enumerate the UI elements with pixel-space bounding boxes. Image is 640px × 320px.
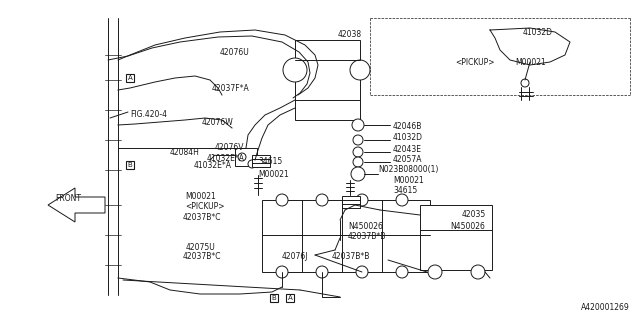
Text: 42037B*B: 42037B*B xyxy=(348,232,387,241)
Bar xyxy=(235,148,257,166)
Text: 42076J: 42076J xyxy=(282,252,308,261)
Text: 34615: 34615 xyxy=(258,157,282,166)
Circle shape xyxy=(276,266,288,278)
Bar xyxy=(342,196,360,208)
Circle shape xyxy=(238,153,246,161)
Text: 42076U: 42076U xyxy=(220,48,250,57)
Text: 42035: 42035 xyxy=(462,210,486,219)
Text: A: A xyxy=(287,295,292,301)
Text: 41032E*A: 41032E*A xyxy=(194,161,232,170)
Bar xyxy=(252,155,270,167)
Text: 42038: 42038 xyxy=(338,30,362,39)
Circle shape xyxy=(353,135,363,145)
Text: 41032D: 41032D xyxy=(523,28,553,37)
Bar xyxy=(262,200,430,272)
Text: 42043E: 42043E xyxy=(393,145,422,154)
Text: 34615: 34615 xyxy=(393,186,417,195)
Text: 42057A: 42057A xyxy=(393,155,422,164)
Circle shape xyxy=(353,147,363,157)
Circle shape xyxy=(283,58,307,82)
Text: N450026: N450026 xyxy=(348,222,383,231)
Text: 42075U: 42075U xyxy=(186,243,216,252)
Circle shape xyxy=(316,194,328,206)
Circle shape xyxy=(276,194,288,206)
Text: 42076W: 42076W xyxy=(202,118,234,127)
Text: A420001269: A420001269 xyxy=(581,303,630,312)
Text: M00021: M00021 xyxy=(393,176,424,185)
Text: 42084H: 42084H xyxy=(170,148,200,157)
Text: M00021: M00021 xyxy=(185,192,216,201)
Circle shape xyxy=(521,79,529,87)
Circle shape xyxy=(396,266,408,278)
Text: 42037B*C: 42037B*C xyxy=(183,213,221,222)
Text: A: A xyxy=(127,75,132,81)
Circle shape xyxy=(316,266,328,278)
Circle shape xyxy=(248,160,256,168)
Text: B: B xyxy=(127,162,132,168)
Text: <PICKUP>: <PICKUP> xyxy=(185,202,225,211)
Circle shape xyxy=(396,194,408,206)
Text: <PICKUP>: <PICKUP> xyxy=(455,58,495,67)
Circle shape xyxy=(428,265,442,279)
Circle shape xyxy=(350,60,370,80)
Circle shape xyxy=(353,157,363,167)
Bar xyxy=(295,40,360,120)
Text: 42046B: 42046B xyxy=(393,122,422,131)
Text: FIG.420-4: FIG.420-4 xyxy=(130,110,167,119)
Text: 42037B*B: 42037B*B xyxy=(332,252,371,261)
Text: N450026: N450026 xyxy=(450,222,485,231)
Text: 41032D: 41032D xyxy=(393,133,423,142)
Text: M00021: M00021 xyxy=(258,170,289,179)
Text: 42037B*C: 42037B*C xyxy=(183,252,221,261)
Text: FRONT: FRONT xyxy=(55,194,81,203)
Text: M00021: M00021 xyxy=(515,58,546,67)
Circle shape xyxy=(471,265,485,279)
Circle shape xyxy=(352,119,364,131)
Bar xyxy=(420,205,492,270)
Text: N023B08000(1): N023B08000(1) xyxy=(378,165,438,174)
Circle shape xyxy=(356,194,368,206)
Text: B: B xyxy=(271,295,276,301)
Text: 41032E*A: 41032E*A xyxy=(207,154,245,163)
Circle shape xyxy=(356,266,368,278)
Circle shape xyxy=(351,167,365,181)
Text: 42076V: 42076V xyxy=(215,143,244,152)
Text: 42037F*A: 42037F*A xyxy=(212,84,250,93)
